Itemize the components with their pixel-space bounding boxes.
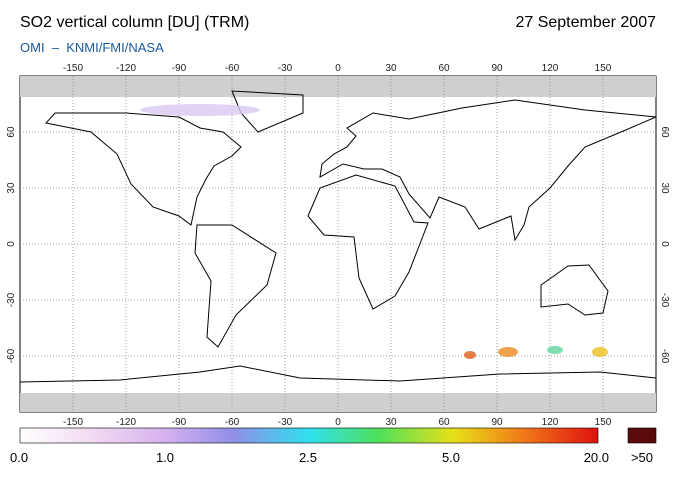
lat-tick-label-right: 0 xyxy=(659,241,670,247)
lon-tick-label-top: 150 xyxy=(595,63,612,74)
map xyxy=(19,75,657,413)
plume xyxy=(464,351,476,359)
lon-tick-label-top: 30 xyxy=(385,63,397,74)
colorbar-label: 0.0 xyxy=(10,450,28,465)
colorbar-label: 5.0 xyxy=(442,450,460,465)
lon-tick-label-top: -90 xyxy=(172,63,187,74)
africa xyxy=(307,174,429,310)
lat-tick-label-right: 60 xyxy=(659,126,670,138)
plume xyxy=(140,104,260,116)
lon-tick-label-top: 0 xyxy=(335,63,341,74)
lon-tick-label-top: 60 xyxy=(438,63,450,74)
lon-tick-label-bottom: 90 xyxy=(491,417,503,428)
lon-tick-label-top: -150 xyxy=(63,63,83,74)
lat-tick-label-left: 30 xyxy=(6,182,17,194)
lat-tick-label-left: -30 xyxy=(6,292,17,307)
colorbar-labels: 0.0 1.0 2.5 5.0 20.0 >50 xyxy=(10,450,653,465)
colorbar-scale xyxy=(19,427,599,444)
australia xyxy=(540,264,609,316)
lon-tick-label-top: 90 xyxy=(491,63,503,74)
plume xyxy=(547,346,563,354)
lon-tick-label-top: -120 xyxy=(116,63,136,74)
lat-tick-label-left: -60 xyxy=(6,348,17,363)
lat-tick-label-left: 60 xyxy=(6,126,17,138)
lon-tick-label-bottom: -90 xyxy=(172,417,187,428)
lon-tick-label-bottom: -120 xyxy=(116,417,136,428)
lon-tick-label-bottom: 60 xyxy=(438,417,450,428)
lon-tick-label-bottom: 30 xyxy=(385,417,397,428)
lat-tick-label-right: -60 xyxy=(659,349,670,364)
lat-tick-label-right: -30 xyxy=(659,293,670,308)
lon-tick-label-top: -30 xyxy=(278,63,293,74)
lon-tick-label-bottom: -150 xyxy=(63,417,83,428)
lon-tick-label-bottom: 150 xyxy=(595,417,612,428)
so2-plumes xyxy=(140,104,608,359)
lon-tick-label-bottom: 120 xyxy=(542,417,559,428)
plume xyxy=(498,347,518,357)
eurasia xyxy=(319,99,657,242)
lon-tick-label-bottom: -60 xyxy=(225,417,240,428)
colorbar-label: 1.0 xyxy=(156,450,174,465)
north-america xyxy=(45,112,242,226)
lat-tick-label-left: 0 xyxy=(6,241,17,247)
south-america xyxy=(194,224,277,348)
graticule xyxy=(20,76,656,412)
antarctica xyxy=(19,365,657,383)
colorbar: 0.0 1.0 2.5 5.0 20.0 >50 xyxy=(10,427,657,465)
colorbar-overflow xyxy=(627,427,657,444)
greenland xyxy=(231,90,304,133)
colorbar-label: 2.5 xyxy=(299,450,317,465)
date: 27 September 2007 xyxy=(515,14,656,31)
lon-tick-label-top: 120 xyxy=(542,63,559,74)
colorbar-label: >50 xyxy=(631,450,653,465)
lat-tick-label-right: 30 xyxy=(659,182,670,194)
lon-tick-label-bottom: 0 xyxy=(335,417,341,428)
coastlines xyxy=(19,90,657,383)
subtitle: OMI – KNMI/FMI/NASA xyxy=(20,40,164,55)
title: SO2 vertical column [DU] (TRM) xyxy=(20,14,249,31)
lon-tick-label-bottom: -30 xyxy=(278,417,293,428)
lon-tick-label-top: -60 xyxy=(225,63,240,74)
colorbar-label: 20.0 xyxy=(584,450,609,465)
plume xyxy=(592,347,608,357)
